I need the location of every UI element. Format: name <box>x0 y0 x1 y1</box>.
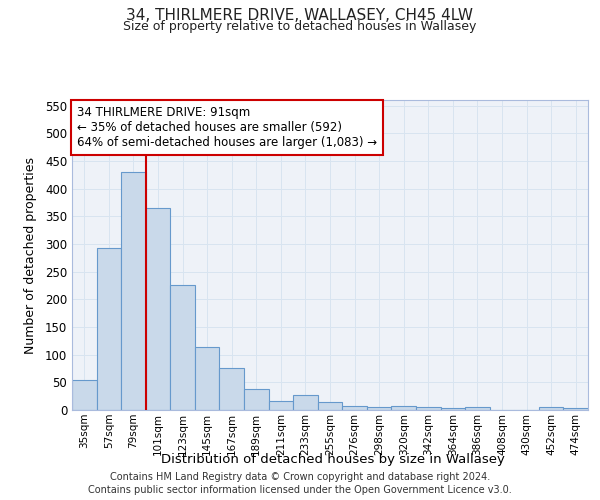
Text: Distribution of detached houses by size in Wallasey: Distribution of detached houses by size … <box>161 452 505 466</box>
Bar <box>269 400 293 410</box>
Bar <box>97 248 121 410</box>
Bar <box>367 407 391 410</box>
Text: 34, THIRLMERE DRIVE, WALLASEY, CH45 4LW: 34, THIRLMERE DRIVE, WALLASEY, CH45 4LW <box>127 8 473 22</box>
Text: Contains public sector information licensed under the Open Government Licence v3: Contains public sector information licen… <box>88 485 512 495</box>
Bar <box>195 348 220 410</box>
Text: 34 THIRLMERE DRIVE: 91sqm
← 35% of detached houses are smaller (592)
64% of semi: 34 THIRLMERE DRIVE: 91sqm ← 35% of detac… <box>77 106 377 149</box>
Text: Contains HM Land Registry data © Crown copyright and database right 2024.: Contains HM Land Registry data © Crown c… <box>110 472 490 482</box>
Bar <box>121 172 146 410</box>
Text: Size of property relative to detached houses in Wallasey: Size of property relative to detached ho… <box>124 20 476 33</box>
Bar <box>539 407 563 410</box>
Bar <box>563 408 588 410</box>
Bar <box>342 406 367 410</box>
Bar <box>293 395 318 410</box>
Bar <box>318 402 342 410</box>
Y-axis label: Number of detached properties: Number of detached properties <box>23 156 37 354</box>
Bar <box>416 407 440 410</box>
Bar <box>220 368 244 410</box>
Bar <box>391 406 416 410</box>
Bar <box>72 380 97 410</box>
Bar <box>244 389 269 410</box>
Bar <box>440 408 465 410</box>
Bar <box>170 286 195 410</box>
Bar <box>146 208 170 410</box>
Bar <box>465 406 490 410</box>
